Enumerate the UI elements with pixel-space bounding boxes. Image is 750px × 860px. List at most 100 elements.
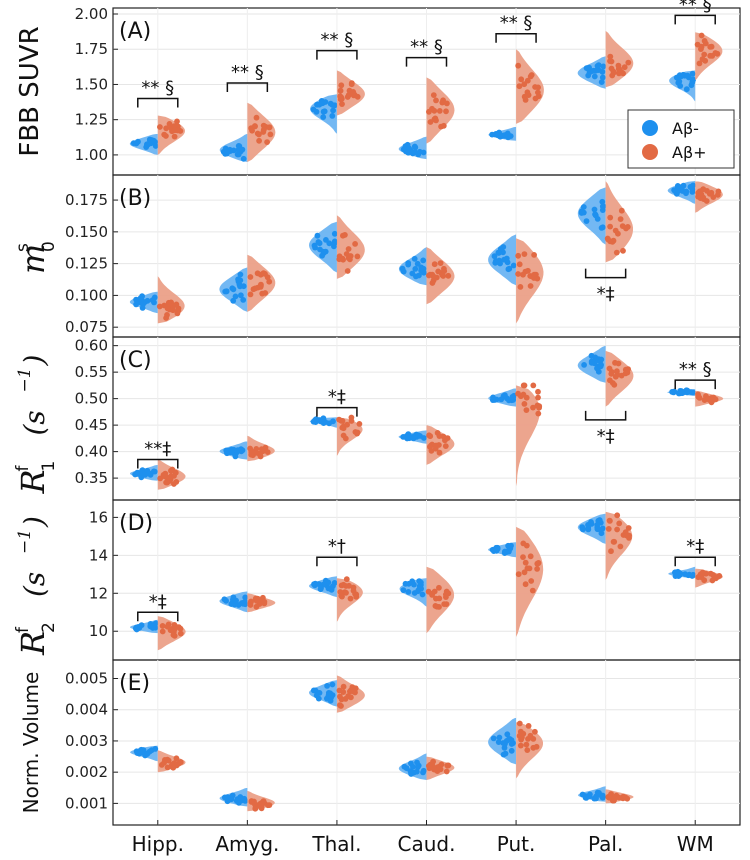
dot-pos <box>160 472 167 478</box>
dot-neg <box>413 768 420 775</box>
dot-neg <box>689 79 696 86</box>
dot-neg <box>416 583 423 590</box>
dot-pos <box>522 581 529 588</box>
dot-neg <box>318 585 324 592</box>
dot-neg <box>594 526 601 533</box>
y-tick-label: 14 <box>89 546 108 564</box>
dot-neg <box>152 143 159 149</box>
dot-neg <box>583 218 590 225</box>
significance-bracket <box>584 410 627 421</box>
dot-neg <box>490 735 497 742</box>
dot-pos <box>425 588 432 595</box>
dot-neg <box>240 297 247 303</box>
dot-pos <box>347 595 354 602</box>
dot-neg <box>230 297 237 304</box>
dot-pos <box>517 742 524 749</box>
dot-neg <box>405 589 412 595</box>
dot-pos <box>173 301 180 308</box>
dot-pos <box>715 573 721 580</box>
dot-pos <box>444 435 451 441</box>
significance-annotation: *‡ <box>674 536 716 567</box>
dot-neg <box>418 264 425 271</box>
dot-pos <box>338 95 345 102</box>
dot-pos <box>266 124 273 131</box>
dot-pos <box>264 139 270 146</box>
dot-pos <box>264 449 271 455</box>
significance-annotation: ** § <box>674 0 716 25</box>
y-axis-label: ms 0 <box>13 241 59 274</box>
dot-pos <box>248 448 255 455</box>
significance-annotation: **‡ <box>137 439 179 469</box>
dot-pos <box>344 268 351 274</box>
dot-pos <box>171 632 178 639</box>
violin-pos-put <box>516 238 544 324</box>
dot-pos <box>436 433 443 439</box>
dot-neg <box>406 145 412 152</box>
dot-neg <box>502 548 508 555</box>
dot-neg <box>314 232 321 239</box>
significance-bracket <box>137 97 179 108</box>
dot-pos <box>340 689 347 695</box>
legend-label: Aβ- <box>672 119 699 138</box>
dot-pos <box>338 703 344 709</box>
dot-neg <box>237 271 244 278</box>
dot-pos <box>337 87 344 94</box>
dot-neg <box>319 100 326 107</box>
violin-pos-put <box>516 49 544 124</box>
dot-pos <box>340 256 346 263</box>
dot-neg <box>498 396 505 403</box>
dot-neg <box>421 435 427 441</box>
panel-e: 0.001 0.002 0.003 0.004 0.005 (E) Norm. Volume <box>19 659 741 826</box>
dot-pos <box>616 520 623 527</box>
dot-pos <box>427 443 433 450</box>
dot-pos <box>607 53 614 60</box>
dot-neg <box>235 278 242 285</box>
dot-pos <box>612 227 619 234</box>
dot-pos <box>436 584 442 591</box>
legend-marker <box>642 144 658 160</box>
dot-pos <box>343 583 349 589</box>
dot-pos <box>614 368 620 375</box>
dot-pos <box>625 366 631 372</box>
dot-pos <box>524 747 531 753</box>
dot-pos <box>534 566 540 572</box>
dot-pos <box>354 253 361 260</box>
y-tick-label: 0.50 <box>75 390 108 408</box>
dot-pos <box>443 108 449 115</box>
dot-pos <box>696 60 703 67</box>
dot-pos <box>260 270 267 277</box>
y-axis-label-unit-sup: −1 <box>15 529 35 554</box>
dot-neg <box>221 596 228 603</box>
dot-pos <box>700 194 707 201</box>
dot-neg <box>682 571 688 577</box>
dot-neg <box>677 83 684 89</box>
dot-neg <box>671 187 677 194</box>
dot-pos <box>352 685 359 692</box>
y-axis-label-symbol: m <box>14 244 52 274</box>
dot-pos <box>249 127 256 134</box>
dot-neg <box>234 151 241 158</box>
dot-pos <box>256 137 262 144</box>
dot-pos <box>516 261 523 268</box>
significance-label: *‡ <box>149 591 167 612</box>
dot-neg <box>504 731 511 738</box>
significance-bracket <box>316 556 358 567</box>
dot-pos <box>515 62 522 69</box>
dot-pos <box>608 370 615 377</box>
significance-label: ** § <box>141 78 174 99</box>
dot-pos <box>435 268 442 275</box>
dot-pos <box>343 576 350 583</box>
dot-neg <box>238 446 244 453</box>
dot-neg <box>320 114 327 120</box>
dot-pos <box>352 429 359 435</box>
dot-neg <box>599 525 606 532</box>
dot-neg <box>590 67 597 74</box>
legend: Aβ- Aβ+ <box>627 109 735 169</box>
dot-pos <box>522 97 529 103</box>
dot-neg <box>400 587 407 594</box>
dot-pos <box>173 755 180 762</box>
dot-neg <box>324 683 330 689</box>
dot-neg <box>414 260 421 267</box>
panel-d: 10 12 14 16 (D) Rf 2 (s −1) *‡ *† *‡ <box>13 499 741 661</box>
y-tick-label: 10 <box>89 622 108 640</box>
